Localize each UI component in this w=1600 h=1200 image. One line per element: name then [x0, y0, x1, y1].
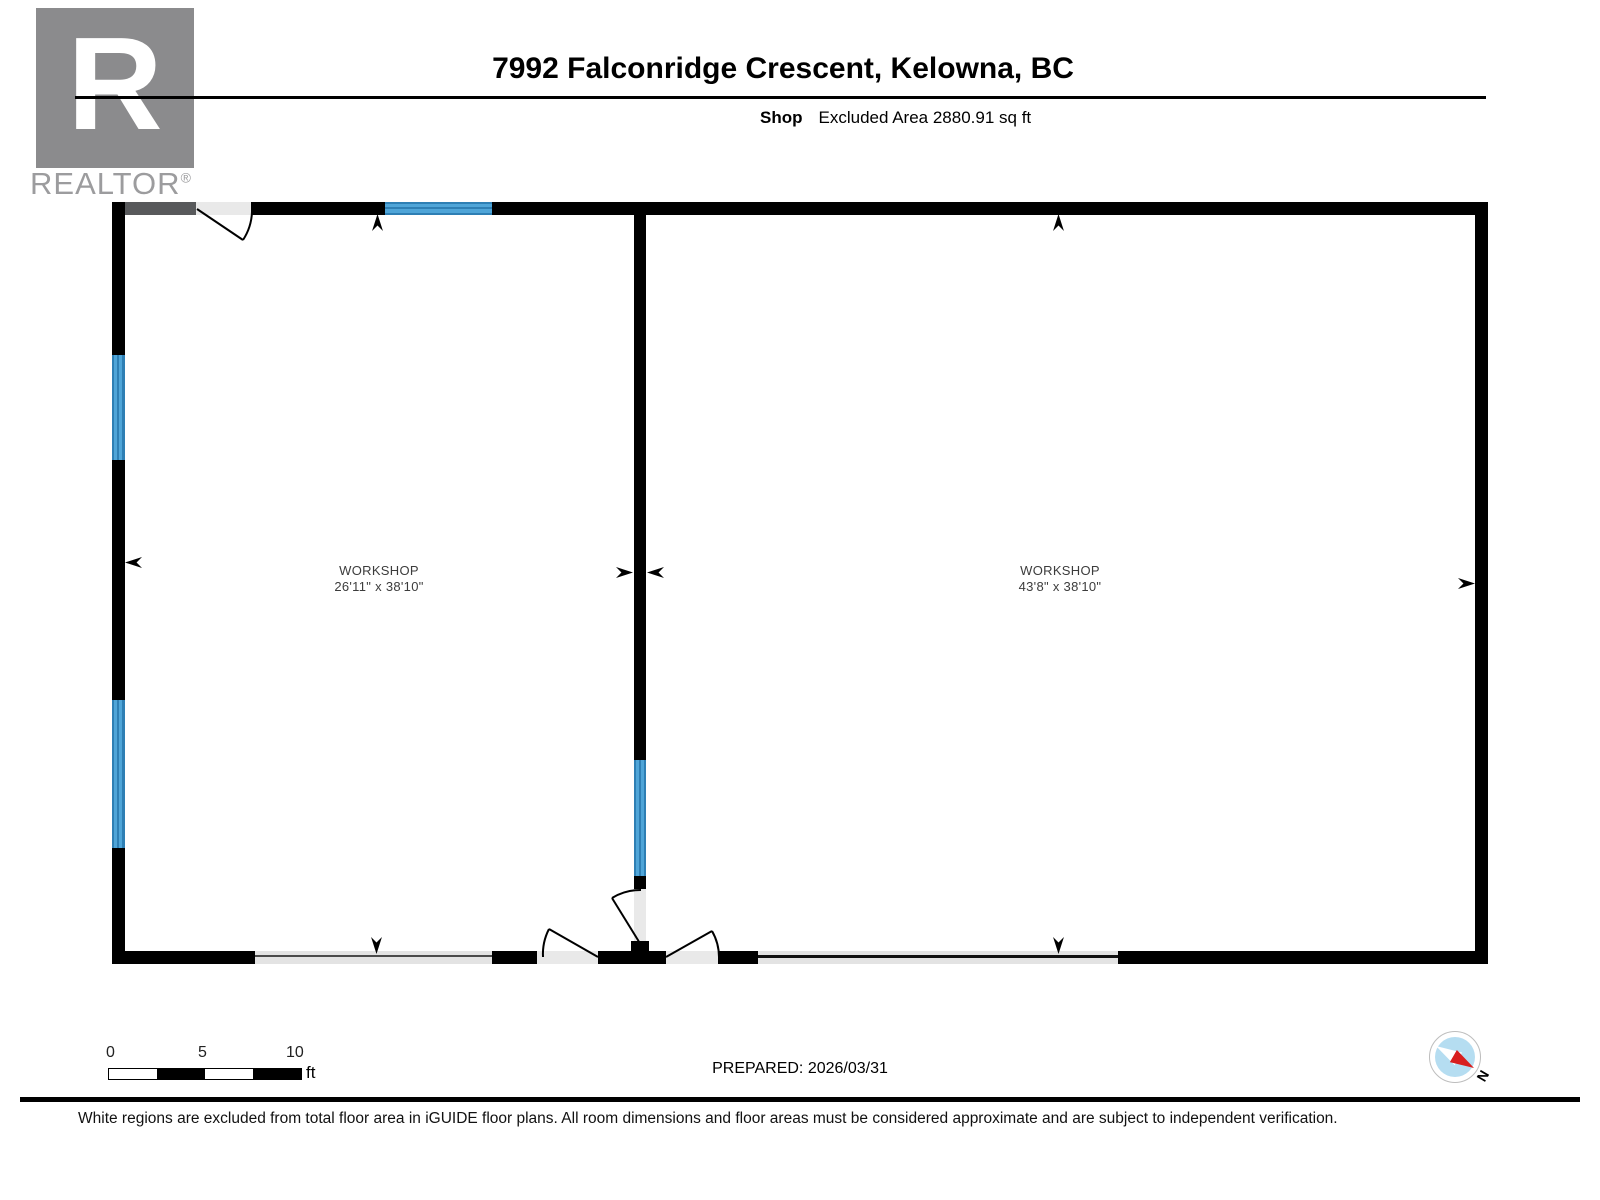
- door-opening-bottom-right: [666, 951, 718, 964]
- garage-door-right: [758, 951, 1118, 964]
- wall-top-2: [492, 202, 1488, 215]
- window-left-upper: [112, 355, 125, 460]
- scale-tick-0: 0: [106, 1044, 115, 1061]
- room-label-right: WORKSHOP 43'8" x 38'10": [950, 563, 1170, 595]
- scale-bar: [108, 1068, 302, 1080]
- wall-right: [1475, 202, 1488, 964]
- scale-unit: ft: [306, 1063, 316, 1082]
- plan-subtitle: Shop Excluded Area 2880.91 sq ft: [760, 108, 1031, 128]
- door-arc-divider: [611, 888, 642, 899]
- arrow-up-icon: [372, 214, 383, 231]
- wall-bottom-3: [598, 951, 666, 964]
- door-leaf-top-left: [196, 208, 244, 241]
- door-leaf-bottom-right: [665, 930, 713, 958]
- garage-door-left: [255, 951, 492, 964]
- door-arc-top-left: [242, 211, 253, 241]
- arrow-up-icon: [1053, 214, 1064, 231]
- door-opening-bottom-left: [537, 951, 598, 964]
- window-top: [385, 202, 492, 215]
- wall-bottom-1: [112, 951, 255, 964]
- wall-top-under-logo: [112, 202, 196, 215]
- wall-divider-1: [634, 202, 646, 760]
- wall-divider-2: [634, 876, 646, 889]
- door-opening-divider: [634, 889, 646, 946]
- room-name: WORKSHOP: [339, 563, 419, 578]
- realtor-logo-icon: R: [36, 8, 194, 168]
- window-left-lower: [112, 700, 125, 848]
- room-dimensions: 26'11" x 38'10": [334, 579, 424, 594]
- excluded-area-label: Excluded Area 2880.91 sq ft: [818, 108, 1032, 127]
- wall-left-2: [112, 460, 125, 700]
- door-arc-bottom-right: [711, 930, 720, 958]
- door-opening-top-left: [196, 202, 251, 215]
- wall-bottom-2: [492, 951, 537, 964]
- wall-bottom-5: [1118, 951, 1488, 964]
- room-label-left: WORKSHOP 26'11" x 38'10": [269, 563, 489, 595]
- door-leaf-divider: [611, 897, 642, 946]
- prepared-date: PREPARED: 2026/03/31: [712, 1060, 888, 1077]
- page-title: 7992 Falconridge Crescent, Kelowna, BC: [492, 52, 1074, 85]
- floor-label: Shop: [760, 108, 803, 127]
- header-divider: [75, 96, 1486, 99]
- window-divider: [634, 760, 646, 876]
- wall-left-1: [112, 202, 125, 355]
- registered-mark: ®: [180, 169, 192, 186]
- door-leaf-bottom-left: [548, 928, 599, 958]
- footer-divider: [20, 1097, 1580, 1102]
- scale-tick-5: 5: [198, 1044, 207, 1061]
- realtor-logo-letter: R: [67, 10, 163, 157]
- wall-bottom-4: [718, 951, 758, 964]
- disclaimer-text: White regions are excluded from total fl…: [78, 1110, 1338, 1127]
- realtor-logo-word: REALTOR®: [30, 166, 192, 201]
- room-dimensions: 43'8" x 38'10": [1018, 579, 1102, 594]
- room-name: WORKSHOP: [1020, 563, 1100, 578]
- door-arc-bottom-left: [541, 928, 550, 958]
- wall-top-1: [251, 202, 385, 215]
- wall-left-3: [112, 848, 125, 964]
- scale-tick-10: 10: [286, 1044, 304, 1061]
